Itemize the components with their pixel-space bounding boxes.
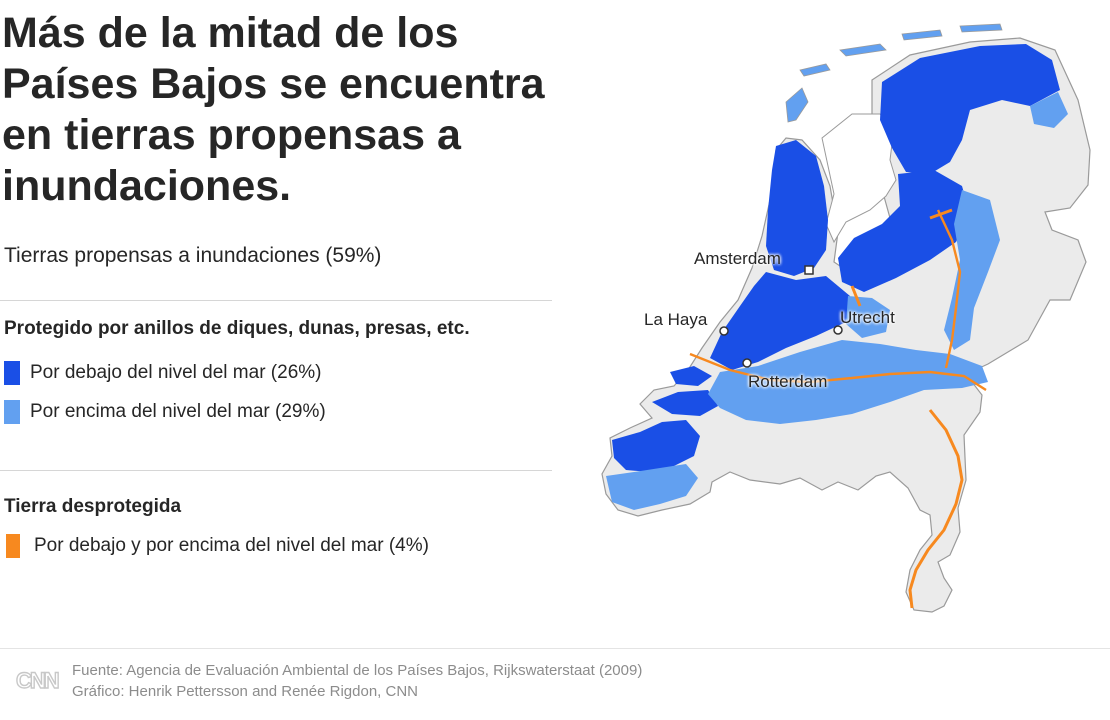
city-label-amsterdam: Amsterdam: [694, 249, 781, 268]
rotterdam-marker: [742, 358, 752, 368]
legend-item-unprotected: Por debajo y por encima del nivel del ma…: [4, 533, 429, 559]
legend-label: Por encima del nivel del mar (29%): [30, 401, 326, 422]
amsterdam-marker: [804, 265, 814, 275]
wadden-islands: [785, 23, 1003, 123]
legend-swatch-light-blue: [4, 400, 20, 424]
la-haya-marker: [719, 326, 729, 336]
rivers-area-above-sea-level: [708, 340, 988, 424]
randstad-below-sea-level: [710, 272, 850, 370]
legend-label: Por debajo y por encima del nivel del ma…: [34, 535, 429, 556]
city-label-rotterdam: Rotterdam: [748, 372, 828, 391]
zeeland-islands-below-sea-level: [652, 366, 718, 416]
page-title: Más de la mitad de los Países Bajos se e…: [2, 9, 545, 210]
ijssel-valley-above-sea-level: [944, 190, 1000, 350]
legend-label: Por debajo del nivel del mar (26%): [30, 362, 322, 383]
river-waal-unprotected: [689, 352, 987, 392]
north-holland-below-sea-level: [766, 140, 828, 276]
utrecht-area-above-sea-level: [846, 296, 890, 338]
legend-heading-unprotected: Tierra desprotegida: [4, 496, 182, 517]
footer-divider: [0, 648, 1110, 649]
svg-text:CNN: CNN: [16, 668, 59, 693]
flevoland-below-sea-level: [838, 170, 970, 292]
legend-swatch-dark-blue: [4, 361, 20, 385]
legend-heading-protected: Protegido por anillos de diques, dunas, …: [4, 318, 470, 339]
legend-swatch-orange: [6, 534, 20, 558]
river-maas-unprotected: [908, 409, 964, 609]
legend-item-below-sea-level: Por debajo del nivel del mar (26%): [4, 360, 322, 386]
footer: Fuente: Agencia de Evaluación Ambiental …: [72, 660, 642, 702]
city-label-utrecht: Utrecht: [840, 308, 895, 327]
legend-item-above-sea-level: Por encima del nivel del mar (29%): [4, 399, 326, 425]
utrecht-marker: [833, 325, 843, 335]
divider: [0, 470, 552, 471]
subtitle: Tierras propensas a inundaciones (59%): [4, 244, 382, 267]
source-note: Fuente: Agencia de Evaluación Ambiental …: [72, 662, 643, 679]
groningen-east-above-sea-level: [1030, 92, 1068, 128]
river-ijssel-unprotected: [936, 209, 962, 369]
netherlands-map: Amsterdam La Haya Utrecht Rotterdam: [590, 10, 1110, 620]
zeeland-south-above-sea-level: [606, 464, 698, 510]
north-friesland-groningen-below-sea-level: [880, 44, 1060, 174]
divider: [0, 300, 552, 301]
map-graphic: [601, 23, 1091, 613]
cnn-logo: CNN: [15, 667, 60, 693]
coast-unprotected: [850, 208, 953, 307]
zeeland-below-sea-level: [612, 420, 700, 472]
credit-note: Gráfico: Henrik Pettersson and Renée Rig…: [72, 683, 418, 700]
city-label-la-haya: La Haya: [644, 310, 708, 329]
